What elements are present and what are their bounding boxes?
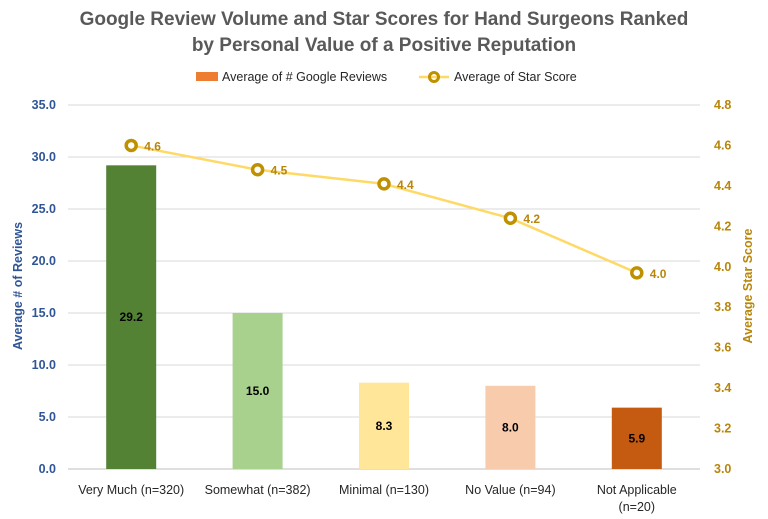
- right-tick-label: 3.4: [714, 381, 731, 395]
- star-score-point: [503, 211, 518, 225]
- right-tick-label: 3.0: [714, 462, 731, 476]
- bar-data-label: 29.2: [120, 310, 144, 324]
- bar-data-label: 15.0: [246, 384, 270, 398]
- bars: 29.2 15.0 8.3 8.0 5.9: [106, 165, 662, 469]
- left-tick-label: 5.0: [39, 410, 56, 424]
- left-tick-label: 25.0: [32, 202, 56, 216]
- left-tick-label: 35.0: [32, 98, 56, 112]
- star-score-point: [250, 162, 265, 177]
- right-tick-label: 4.2: [714, 219, 731, 233]
- category-label: No Value (n=94): [465, 483, 555, 497]
- category-label: Somewhat (n=382): [205, 483, 311, 497]
- star-score-data-label: 4.4: [397, 178, 414, 192]
- star-score-data-label: 4.0: [650, 267, 667, 281]
- category-label: (n=20): [619, 500, 655, 514]
- left-axis-ticks: 0.0 5.0 10.0 15.0 20.0 25.0 30.0 35.0: [32, 98, 56, 476]
- legend-bar-label: Average of # Google Reviews: [222, 70, 387, 84]
- legend: Average of # Google Reviews Average of S…: [196, 70, 577, 84]
- category-label: Not Applicable: [597, 483, 677, 497]
- legend-line-marker: [428, 71, 440, 83]
- gridlines: [68, 104, 700, 470]
- star-score-point: [377, 177, 391, 191]
- left-tick-label: 30.0: [32, 150, 56, 164]
- left-tick-label: 0.0: [39, 462, 56, 476]
- right-tick-label: 4.8: [714, 98, 731, 112]
- bar: [485, 385, 536, 469]
- bar: [359, 382, 409, 469]
- bar-data-label: 8.0: [502, 420, 519, 434]
- star-score-data-label: 4.5: [271, 164, 288, 178]
- star-score-point: [124, 138, 138, 153]
- left-tick-label: 20.0: [32, 254, 56, 268]
- star-score-point: [630, 266, 644, 280]
- bar: [232, 313, 283, 469]
- bar: [611, 407, 662, 469]
- right-tick-label: 4.0: [714, 260, 731, 274]
- category-label: Very Much (n=320): [78, 483, 184, 497]
- bar-data-label: 5.9: [628, 431, 645, 445]
- right-tick-label: 3.2: [714, 422, 731, 436]
- right-tick-label: 3.6: [714, 341, 731, 355]
- category-labels: Very Much (n=320) Somewhat (n=382) Minimal…: [78, 483, 677, 514]
- star-score-data-label: 4.2: [523, 212, 540, 226]
- right-axis-title: Average Star Score: [741, 229, 755, 344]
- star-score-line: 4.6 4.5 4.4 4.2 4.0: [124, 138, 667, 281]
- chart-title: Google Review Volume and Star Scores for…: [80, 9, 689, 56]
- right-tick-label: 4.6: [714, 138, 731, 152]
- bar: [106, 165, 157, 469]
- chart-title-line-1: Google Review Volume and Star Scores for…: [80, 9, 689, 30]
- right-tick-label: 3.8: [714, 300, 731, 314]
- category-label: Minimal (n=130): [339, 483, 429, 497]
- chart-title-line-2: by Personal Value of a Positive Reputati…: [192, 35, 576, 56]
- bar-data-label: 8.3: [376, 419, 393, 433]
- left-axis-title: Average # of Reviews: [11, 222, 25, 350]
- left-tick-label: 10.0: [32, 358, 56, 372]
- right-axis-ticks: 3.0 3.2 3.4 3.6 3.8 4.0 4.2 4.4 4.6 4.8: [714, 98, 731, 476]
- legend-line-label: Average of Star Score: [454, 70, 577, 84]
- legend-bar-swatch: [196, 72, 218, 81]
- left-tick-label: 15.0: [32, 306, 56, 320]
- right-tick-label: 4.4: [714, 179, 731, 193]
- star-score-data-label: 4.6: [144, 139, 161, 153]
